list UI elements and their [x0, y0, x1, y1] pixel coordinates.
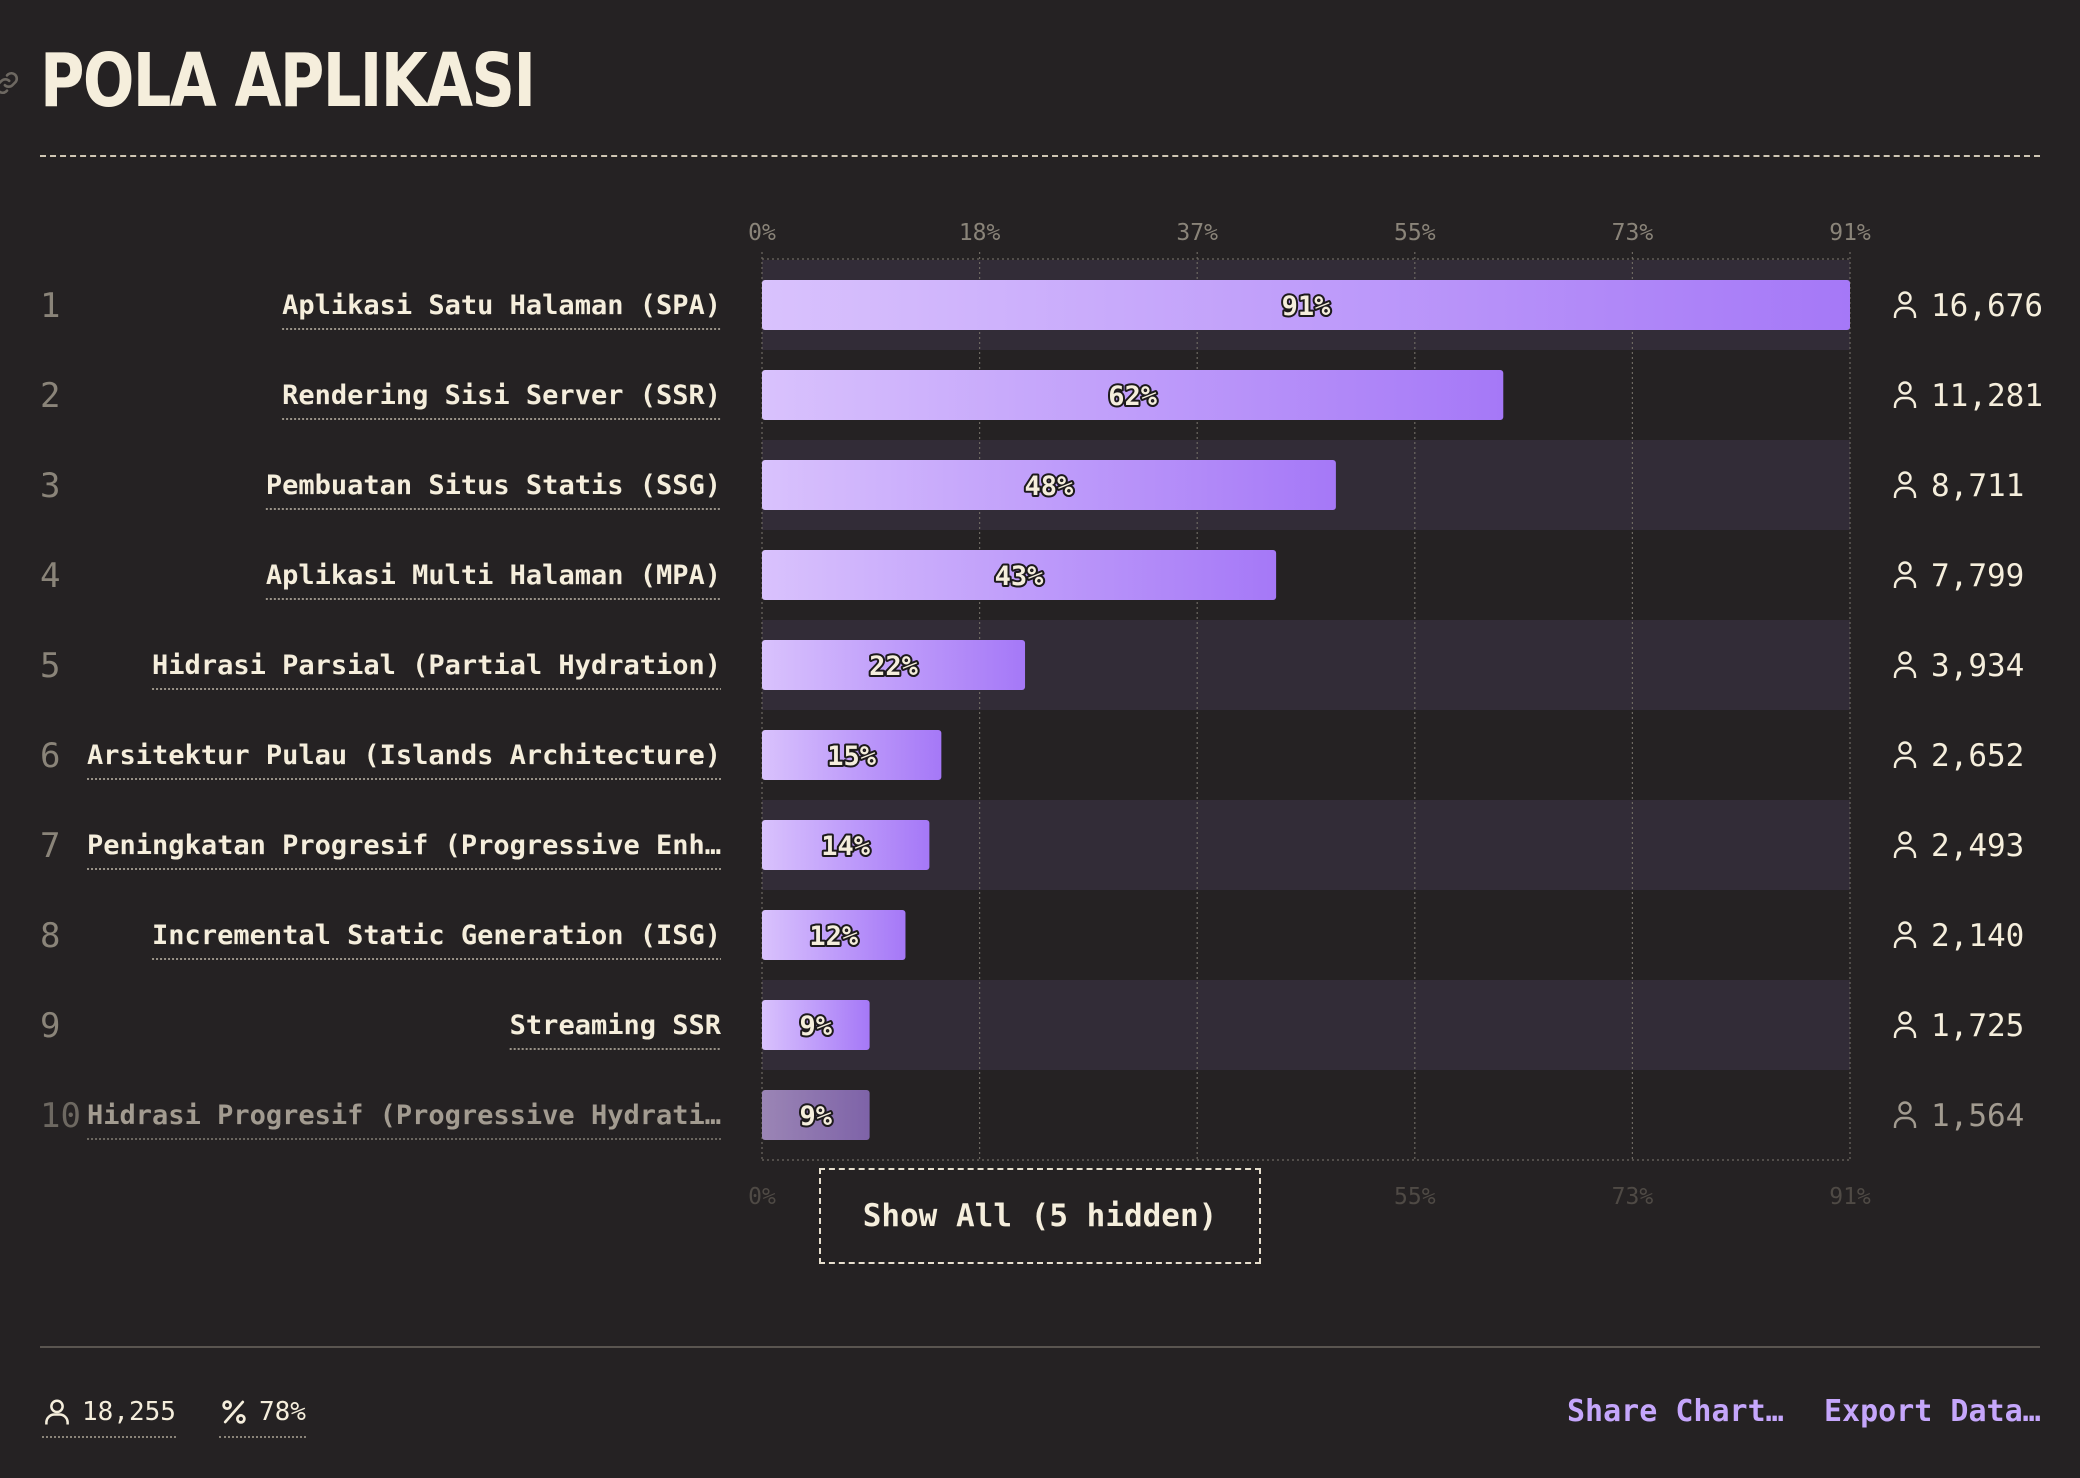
bar-value-label: 43% — [995, 561, 1045, 592]
x-tick-label: 37% — [1176, 220, 1218, 246]
bar-value-label: 9% — [800, 1101, 833, 1132]
x-tick-label: 0% — [748, 220, 776, 246]
x-tick-label: 18% — [959, 220, 1001, 246]
category-label: Rendering Sisi Server (SSR) — [282, 380, 721, 411]
bar — [762, 730, 942, 780]
bar-value-label: 48% — [1025, 471, 1075, 502]
user-icon — [1893, 381, 1917, 408]
total-respondents-stat[interactable]: 18,255 — [42, 1392, 176, 1438]
row-rank: 6 — [40, 736, 60, 776]
category-label: Arsitektur Pulau (Islands Architecture) — [87, 740, 721, 771]
row-rank: 2 — [40, 376, 60, 416]
bar — [762, 280, 1850, 330]
category-label: Hidrasi Parsial (Partial Hydration) — [152, 650, 721, 681]
user-icon — [1893, 831, 1917, 858]
bar — [762, 550, 1277, 600]
export-data-link[interactable]: Export Data… — [1824, 1394, 2041, 1429]
category-label: Streaming SSR — [510, 1010, 722, 1041]
x-tick-label: 91% — [1829, 220, 1871, 246]
share-chart-link[interactable]: Share Chart… — [1567, 1394, 1784, 1429]
user-icon — [1893, 1011, 1917, 1038]
x-tick-label: 55% — [1394, 220, 1436, 246]
row-rank: 4 — [40, 556, 60, 596]
x-tick-label: 91% — [1829, 1184, 1871, 1210]
respondent-count: 8,711 — [1931, 468, 2024, 504]
user-icon — [1893, 561, 1917, 588]
x-tick-label: 55% — [1394, 1184, 1436, 1210]
respondent-count: 2,140 — [1931, 918, 2024, 954]
bar — [762, 910, 906, 960]
chart-title: POLA APLIKASI — [40, 38, 536, 124]
category-label: Incremental Static Generation (ISG) — [152, 920, 721, 951]
respondent-count: 1,725 — [1931, 1008, 2024, 1044]
x-tick-label: 73% — [1612, 220, 1654, 246]
respondent-count: 7,799 — [1931, 558, 2024, 594]
row-band — [762, 980, 1850, 1070]
bar-value-label: 22% — [869, 651, 919, 682]
respondent-count: 2,493 — [1931, 828, 2024, 864]
bar — [762, 1000, 870, 1050]
respondent-count: 2,652 — [1931, 738, 2024, 774]
row-rank: 5 — [40, 646, 60, 686]
row-rank: 8 — [40, 916, 60, 956]
user-icon — [1893, 651, 1917, 678]
respondent-count: 16,676 — [1931, 288, 2043, 324]
row-rank: 7 — [40, 826, 60, 866]
user-icon — [1893, 291, 1917, 318]
category-label: Hidrasi Progresif (Progressive Hydrati… — [87, 1100, 721, 1131]
footer-divider — [40, 1346, 2040, 1348]
user-icon — [1893, 921, 1917, 948]
user-icon — [1893, 471, 1917, 498]
user-icon — [1893, 741, 1917, 768]
category-label: Aplikasi Satu Halaman (SPA) — [282, 290, 721, 321]
bar — [762, 370, 1504, 420]
user-icon — [45, 1399, 69, 1425]
bar-value-label: 9% — [800, 1011, 833, 1042]
bar-chart: 0%18%37%55%73%91% 0%18%37%55%73%91% 1Apl… — [40, 220, 2043, 1210]
bar — [762, 1090, 870, 1140]
category-label: Aplikasi Multi Halaman (MPA) — [266, 560, 721, 591]
x-tick-label: 73% — [1612, 1184, 1654, 1210]
bar-value-label: 91% — [1282, 291, 1332, 322]
respondent-count: 1,564 — [1931, 1098, 2024, 1134]
bar — [762, 820, 930, 870]
bar-value-label: 15% — [827, 741, 877, 772]
percent-answered-value: 78% — [259, 1397, 306, 1427]
row-band — [762, 800, 1850, 890]
bar — [762, 640, 1026, 690]
respondent-count: 3,934 — [1931, 648, 2024, 684]
total-respondents-value: 18,255 — [82, 1397, 176, 1427]
percent-icon — [222, 1400, 246, 1424]
title-divider — [40, 155, 2040, 157]
row-rank: 10 — [40, 1096, 81, 1136]
x-tick-label: 0% — [748, 1184, 776, 1210]
link-icon[interactable] — [0, 70, 20, 96]
percent-answered-stat[interactable]: 78% — [219, 1392, 306, 1438]
respondent-count: 11,281 — [1931, 378, 2043, 414]
row-rank: 3 — [40, 466, 60, 506]
bar-value-label: 14% — [821, 831, 871, 862]
user-icon — [1893, 1101, 1917, 1128]
category-label: Peningkatan Progresif (Progressive Enh… — [87, 830, 721, 861]
show-all-button[interactable]: Show All (5 hidden) — [819, 1168, 1261, 1264]
bar — [762, 460, 1336, 510]
bar-value-label: 12% — [809, 921, 859, 952]
row-rank: 1 — [40, 286, 60, 326]
category-label: Pembuatan Situs Statis (SSG) — [266, 470, 721, 501]
bar-value-label: 62% — [1108, 381, 1158, 412]
row-rank: 9 — [40, 1006, 60, 1046]
